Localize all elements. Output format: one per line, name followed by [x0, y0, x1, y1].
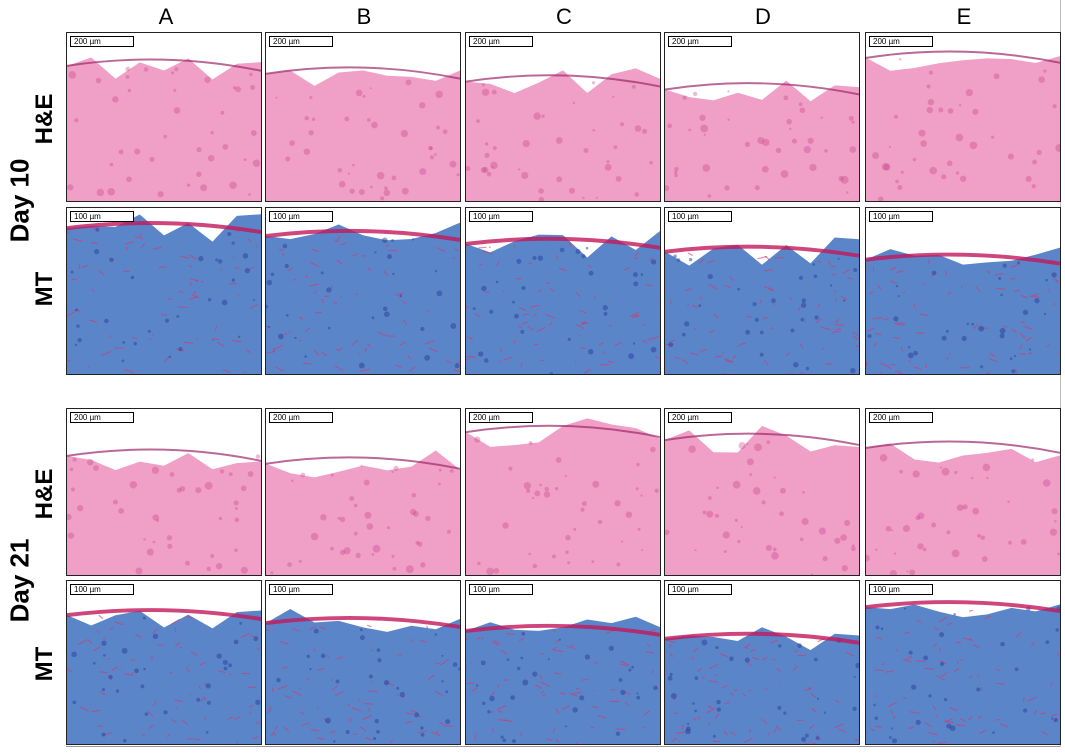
scale-bar-label: 200 µm [668, 36, 732, 47]
stain-label-he-day21: H&E [31, 468, 58, 520]
scale-bar-label: 200 µm [869, 412, 933, 423]
column-label-d: D [755, 4, 771, 29]
scale-bar-label: 200 µm [70, 412, 134, 423]
scale-bar-label: 100 µm [869, 584, 933, 595]
micrograph-mt-day10-b: 100 µm [265, 207, 461, 375]
scale-bar-label: 200 µm [70, 36, 134, 47]
scale-bar-label: 200 µm [668, 412, 732, 423]
scale-bar-label: 200 µm [269, 36, 333, 47]
micrograph-he-day21-e: 200 µm [865, 408, 1061, 576]
figure-bottom-border [66, 746, 1060, 747]
scale-bar-label: 200 µm [469, 36, 533, 47]
stain-label-mt-day21: MT [31, 646, 58, 682]
micrograph-mt-day21-a: 100 µm [66, 580, 262, 745]
column-label-c: C [556, 4, 572, 29]
scale-bar-label: 200 µm [869, 36, 933, 47]
row-group-label-day21: Day 21 [4, 538, 35, 623]
row-group-label-day10: Day 10 [4, 158, 35, 243]
scale-bar-label: 100 µm [469, 584, 533, 595]
micrograph-he-day21-d: 200 µm [664, 408, 860, 576]
micrograph-mt-day21-d: 100 µm [664, 580, 860, 745]
scale-bar-label: 100 µm [269, 584, 333, 595]
scale-bar-label: 100 µm [668, 584, 732, 595]
micrograph-mt-day21-e: 100 µm [865, 580, 1061, 745]
micrograph-he-day10-b: 200 µm [265, 32, 461, 202]
micrograph-he-day10-d: 200 µm [664, 32, 860, 202]
micrograph-mt-day10-d: 100 µm [664, 207, 860, 375]
scale-bar-label: 100 µm [70, 584, 134, 595]
micrograph-he-day10-e: 200 µm [865, 32, 1061, 202]
column-label-a: A [158, 4, 174, 29]
scale-bar-label: 100 µm [269, 211, 333, 222]
stain-label-mt-day10: MT [31, 271, 58, 307]
scale-bar-label: 100 µm [70, 211, 134, 222]
scale-bar-label: 100 µm [668, 211, 732, 222]
micrograph-mt-day10-a: 100 µm [66, 207, 262, 375]
scale-bar-label: 200 µm [469, 412, 533, 423]
micrograph-he-day21-c: 200 µm [465, 408, 661, 576]
micrograph-he-day21-a: 200 µm [66, 408, 262, 576]
column-label-e: E [956, 4, 972, 29]
micrograph-mt-day21-c: 100 µm [465, 580, 661, 745]
scale-bar-label: 100 µm [869, 211, 933, 222]
stain-label-he-day10: H&E [31, 93, 58, 145]
scale-bar-label: 100 µm [469, 211, 533, 222]
micrograph-mt-day21-b: 100 µm [265, 580, 461, 745]
micrograph-he-day10-c: 200 µm [465, 32, 661, 202]
scale-bar-label: 200 µm [269, 412, 333, 423]
micrograph-mt-day10-e: 100 µm [865, 207, 1061, 375]
micrograph-he-day21-b: 200 µm [265, 408, 461, 576]
micrograph-he-day10-a: 200 µm [66, 32, 262, 202]
column-label-b: B [356, 4, 372, 29]
micrograph-mt-day10-c: 100 µm [465, 207, 661, 375]
